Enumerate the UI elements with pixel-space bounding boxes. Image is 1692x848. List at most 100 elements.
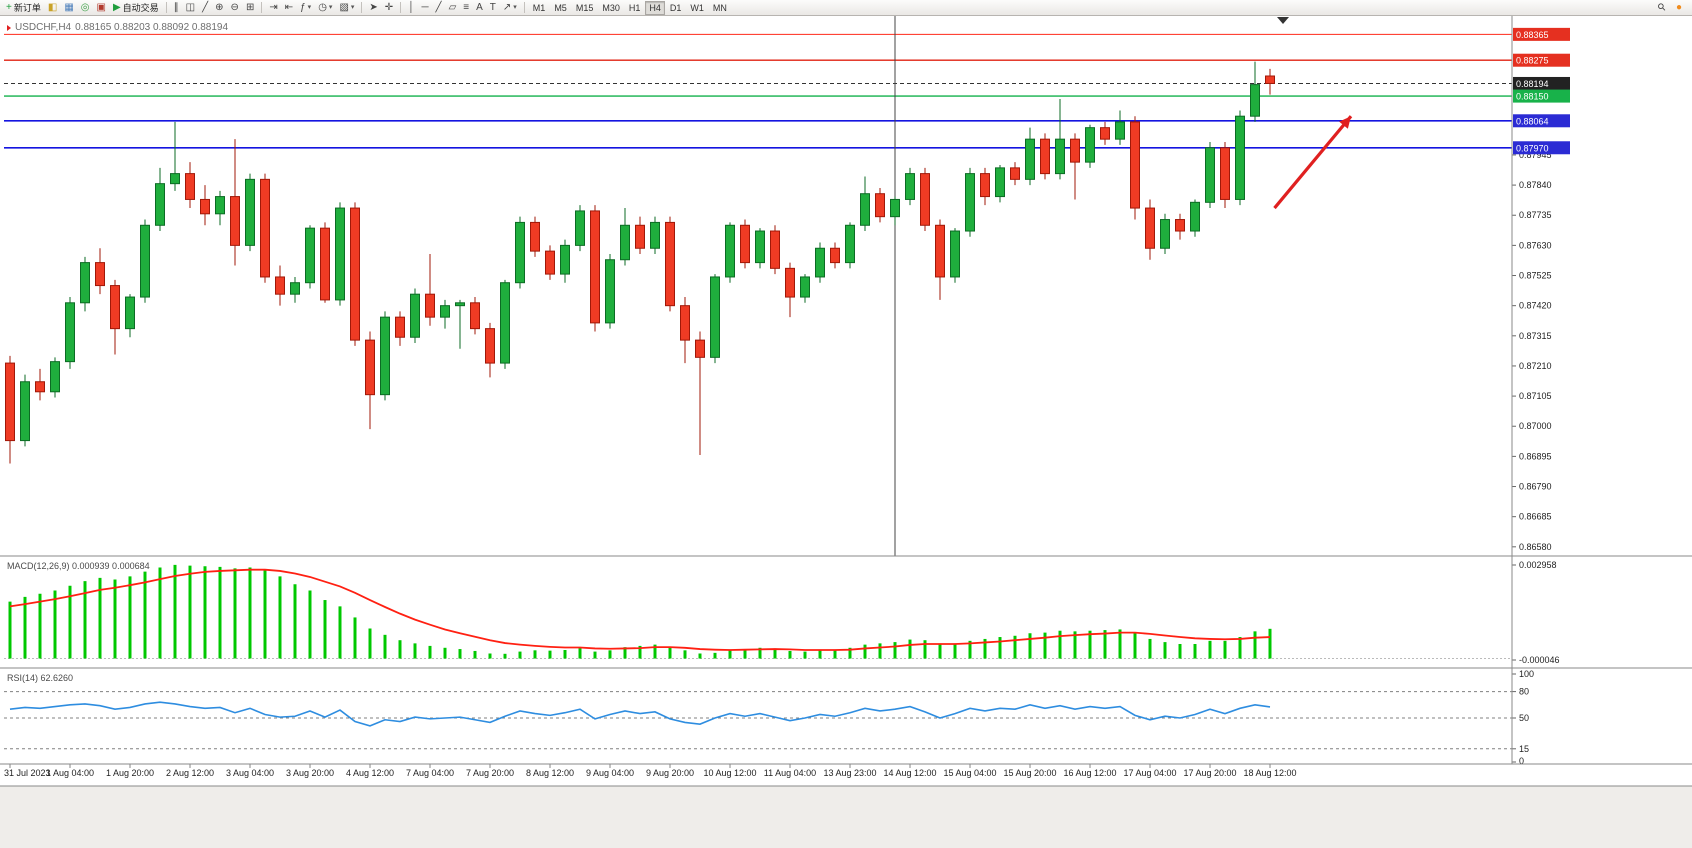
cursor-icon: ➤: [369, 1, 378, 13]
chart-shift-marker[interactable]: [1277, 17, 1289, 24]
candle-body: [1175, 219, 1185, 232]
crosshair-icon: ✛: [384, 1, 394, 13]
timeframe-button-m5[interactable]: M5: [554, 2, 567, 13]
macd-axis-label: -0.000046: [1519, 655, 1560, 665]
candle-body: [920, 173, 930, 226]
cursor-button[interactable]: ➤: [366, 0, 380, 15]
notification-button[interactable]: ●: [1673, 0, 1685, 15]
candle-body: [530, 221, 540, 252]
candlestick-chart-button[interactable]: ◫: [183, 0, 198, 15]
trendline-button[interactable]: ╱: [433, 0, 445, 15]
candle-body: [320, 227, 330, 301]
timeframe-button-m30[interactable]: M30: [602, 2, 620, 13]
candle-body: [440, 305, 450, 318]
price-axis-label: 0.87735: [1519, 210, 1552, 220]
horizontal-line-button[interactable]: ─: [418, 0, 431, 15]
candle-body: [215, 196, 225, 215]
macd-panel[interactable]: [4, 564, 1512, 660]
candle-body: [95, 262, 105, 287]
timeframe-button-m1[interactable]: M1: [532, 2, 546, 13]
tile-windows-button[interactable]: ⊞: [243, 0, 257, 15]
timeframe-button-h4[interactable]: H4: [645, 0, 665, 15]
candle-body: [1055, 138, 1065, 175]
caret-down-icon: ▾: [307, 3, 312, 11]
autotrading-play-icon: ▶: [112, 1, 121, 13]
vertical-line-icon: │: [408, 1, 415, 13]
time-axis-label: 3 Aug 04:00: [226, 768, 274, 778]
bar-chart-button[interactable]: ∥: [171, 0, 182, 15]
data-window-icon: ▦: [64, 1, 74, 13]
time-axis-label: 15 Aug 04:00: [943, 768, 996, 778]
line-chart-button[interactable]: ╱: [199, 0, 211, 15]
chart-title: USDCHF,H4 0.88165 0.88203 0.88092 0.8819…: [7, 22, 228, 33]
indicators-button[interactable]: ƒ ▾: [297, 0, 314, 15]
candle-body: [1160, 219, 1170, 249]
rsi-label: RSI(14) 62.6260: [7, 673, 74, 683]
toolbar-right-group: ⚲ ●: [1655, 0, 1685, 15]
rsi-axis-label: 80: [1519, 687, 1529, 697]
rsi-panel[interactable]: [4, 691, 1512, 750]
timeframe-button-d1[interactable]: D1: [669, 2, 682, 13]
chart-shift-button[interactable]: ⇤: [282, 0, 296, 15]
candle-body: [5, 362, 15, 442]
candle-body: [770, 230, 780, 269]
navigator-button[interactable]: ◎: [78, 0, 93, 15]
crosshair-button[interactable]: ✛: [382, 0, 396, 15]
autotrading-button[interactable]: ▶ 自动交易: [110, 0, 162, 15]
new-order-button[interactable]: + 新订单: [3, 0, 44, 15]
candle-body: [500, 282, 510, 364]
candle-body: [110, 285, 120, 330]
candlestick-chart-icon: ◫: [185, 1, 196, 13]
timeframe-button-m15[interactable]: M15: [575, 2, 594, 13]
chart-svg[interactable]: 0.87945 0.87840 0.87735 0.87630 0.87525 0.874…: [0, 16, 1692, 848]
text-label-button[interactable]: T: [487, 0, 499, 15]
toolbar-separator: [523, 2, 525, 13]
timeframe-button-h1[interactable]: H1: [628, 2, 641, 13]
zoom-in-button[interactable]: ⊕: [212, 0, 226, 15]
candle-body: [275, 276, 285, 295]
candle-body: [65, 302, 75, 363]
candle-body: [485, 328, 495, 364]
periods-button[interactable]: ◷ ▾: [315, 0, 335, 15]
fibonacci-button[interactable]: ≡: [460, 0, 472, 15]
candle-body: [260, 178, 270, 278]
templates-button[interactable]: ▧ ▾: [336, 0, 357, 15]
zoom-out-button[interactable]: ⊖: [228, 0, 242, 15]
channel-icon: ▱: [448, 1, 457, 13]
chart-shift-icon: ⇤: [284, 1, 294, 13]
equidistant-channel-button[interactable]: ▱: [446, 0, 460, 15]
time-axis-label: 7 Aug 20:00: [466, 768, 514, 778]
data-window-button[interactable]: ▦: [61, 0, 76, 15]
price-badge-label: 0.88064: [1516, 116, 1549, 126]
arrows-button[interactable]: ↗ ▾: [500, 0, 520, 15]
market-watch-button[interactable]: ◧: [45, 0, 60, 15]
time-axis-label: 18 Aug 12:00: [1243, 768, 1296, 778]
timeframe-group: M1 M5 M15 M30 H1 H4 D1 W1 MN: [529, 0, 731, 15]
auto-scroll-button[interactable]: ⇥: [266, 0, 280, 15]
search-button[interactable]: ⚲: [1655, 0, 1669, 15]
terminal-button[interactable]: ▣: [94, 0, 109, 15]
candle-body: [665, 221, 675, 307]
candle-body: [815, 247, 825, 278]
price-axis[interactable]: 0.87945 0.87840 0.87735 0.87630 0.87525 0.874…: [1512, 27, 1570, 766]
timeframe-button-w1[interactable]: W1: [690, 2, 704, 13]
text-button[interactable]: A: [473, 0, 486, 15]
candle-body: [425, 293, 435, 318]
trend-arrow[interactable]: [1273, 115, 1353, 210]
time-axis-label: 17 Aug 20:00: [1183, 768, 1236, 778]
window-bottom-strip: [0, 786, 1692, 848]
indicators-icon: ƒ: [300, 1, 306, 13]
rsi-line: [9, 701, 1271, 727]
candle-body: [1070, 138, 1080, 163]
rsi-axis-label: 15: [1519, 744, 1529, 754]
vertical-line-button[interactable]: │: [405, 0, 417, 15]
price-axis-label: 0.87525: [1519, 271, 1552, 281]
candle-body: [185, 173, 195, 200]
candle-body: [1115, 121, 1125, 140]
main-chart-panel[interactable]: [4, 16, 1512, 556]
timeframe-button-mn[interactable]: MN: [712, 2, 727, 13]
price-level-badge: [1513, 141, 1570, 155]
candle-body: [1205, 147, 1215, 203]
candle-body: [125, 296, 135, 330]
